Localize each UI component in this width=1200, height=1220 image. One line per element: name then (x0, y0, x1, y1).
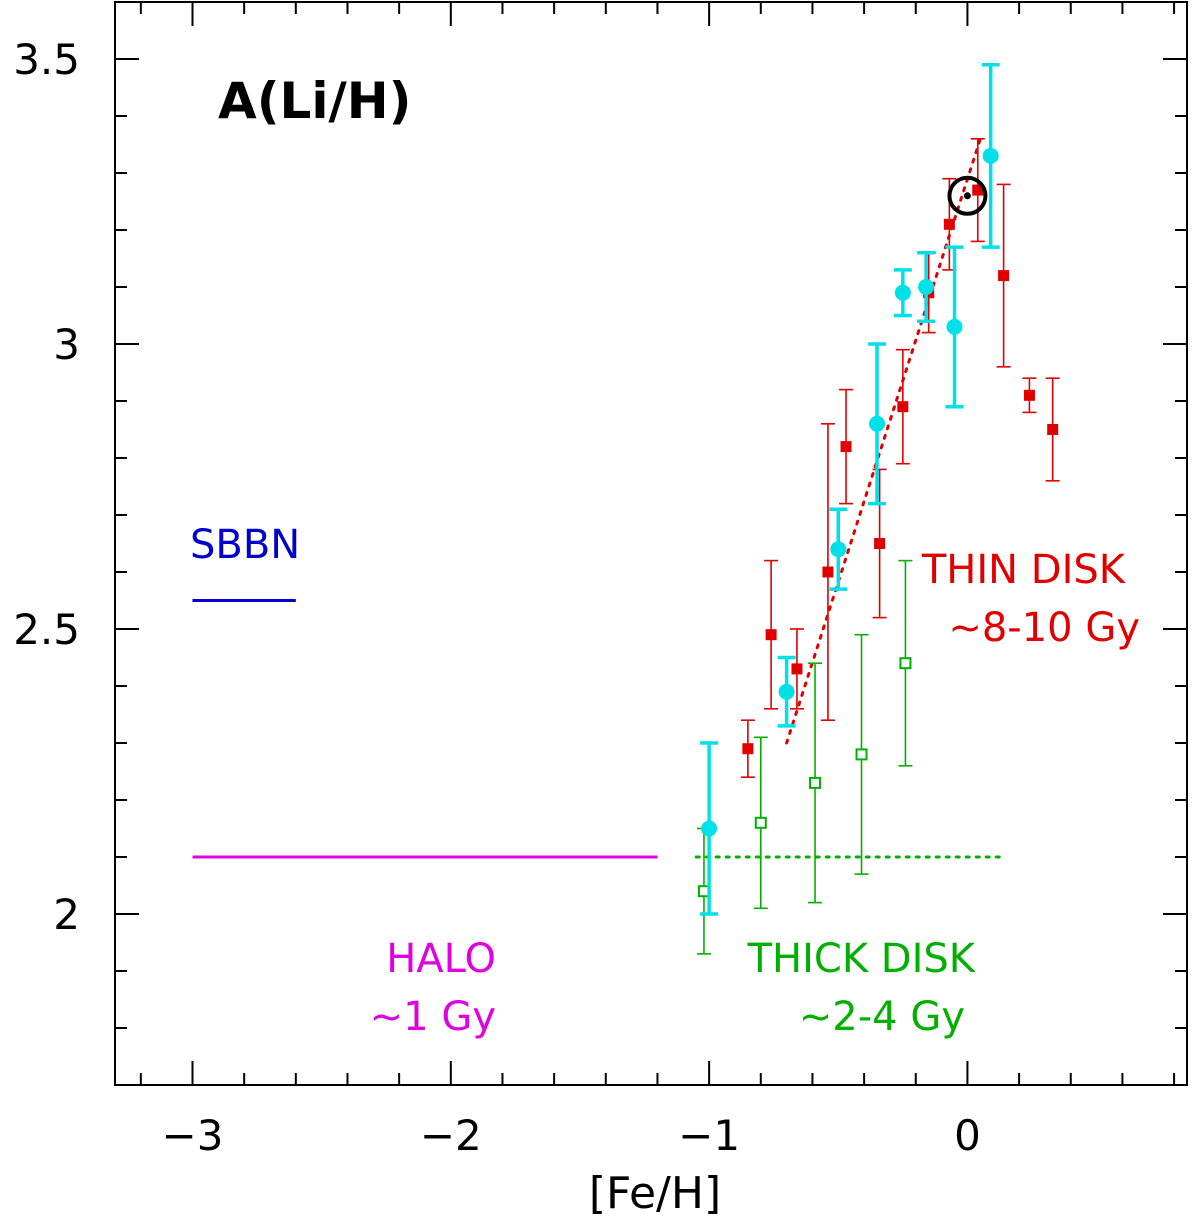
marker-filled-square (874, 538, 886, 549)
data-point (829, 507, 848, 591)
thin-disk-trend (785, 137, 982, 745)
data-point (872, 468, 887, 619)
marker-filled-circle (830, 541, 847, 558)
marker-open-square (809, 776, 822, 789)
y-tick-label: 3.5 (13, 35, 80, 84)
marker-filled-circle (946, 318, 963, 335)
y-tick-label: 2.5 (13, 605, 80, 654)
y-tick-label: 2 (53, 890, 80, 939)
marker-filled-circle (894, 284, 911, 301)
data-point (789, 628, 804, 710)
data-point (895, 348, 910, 465)
marker-filled-circle (918, 279, 935, 295)
data-point (1045, 377, 1060, 482)
y-tick-label: 3 (53, 320, 80, 369)
marker-open-square (855, 748, 868, 761)
plot-frame (114, 1, 1188, 1086)
data-series (696, 62, 1060, 955)
marker-filled-circle (778, 683, 795, 700)
chart-title: A(Li/H) (218, 72, 412, 130)
data-point (1022, 377, 1037, 414)
marker-filled-circle (982, 147, 999, 164)
thin-disk-age-label: ~8-10 Gy (948, 605, 1140, 651)
marker-filled-square (1047, 424, 1059, 435)
marker-filled-square (742, 743, 754, 755)
sun-symbol-dot (963, 192, 971, 200)
x-axis-label: [Fe/H] (589, 1168, 721, 1219)
data-point (764, 559, 779, 710)
marker-filled-square (998, 270, 1010, 282)
series-thick (696, 559, 913, 955)
marker-filled-square (1023, 389, 1035, 401)
data-point (700, 741, 719, 916)
data-point (753, 736, 768, 910)
data-point (820, 422, 835, 722)
marker-open-square (754, 816, 767, 829)
sbbn-label: SBBN (190, 522, 300, 568)
marker-filled-square (972, 184, 984, 196)
x-tick-label: −3 (162, 1111, 224, 1160)
sun-symbol (947, 175, 988, 216)
marker-filled-square (765, 629, 777, 641)
data-point (808, 662, 823, 904)
data-point (868, 342, 887, 506)
data-point (839, 388, 854, 505)
halo-age-label: ~1 Gy (370, 994, 496, 1040)
data-point (981, 62, 1000, 249)
data-point (917, 251, 936, 323)
halo-label: HALO (386, 936, 496, 982)
x-tick-label: −2 (420, 1111, 482, 1160)
data-point (740, 719, 755, 779)
data-point (777, 655, 796, 728)
marker-filled-square (943, 218, 955, 230)
reference-lines (192, 137, 1008, 859)
data-point (996, 183, 1011, 368)
marker-filled-square (822, 566, 834, 578)
data-point (854, 633, 869, 875)
series-cyan (700, 62, 1000, 916)
data-point (945, 245, 964, 409)
marker-filled-circle (701, 820, 718, 837)
marker-filled-circle (869, 415, 886, 432)
thick-disk-age-label: ~2-4 Gy (799, 994, 965, 1040)
x-tick-label: −1 (678, 1111, 740, 1160)
marker-filled-square (791, 663, 803, 675)
data-point (898, 559, 913, 767)
thin-disk-label: THIN DISK (921, 547, 1127, 593)
marker-open-square (899, 657, 912, 670)
thick-disk-label: THICK DISK (747, 936, 977, 982)
marker-filled-square (897, 401, 909, 413)
marker-filled-square (840, 441, 852, 453)
axes: −3 −2 −1 0 2 2.5 3 3.5 (13, 1, 1188, 1160)
data-point (970, 138, 985, 243)
x-tick-label: 0 (954, 1111, 981, 1160)
data-point (893, 268, 912, 318)
series-thin (740, 138, 1060, 779)
